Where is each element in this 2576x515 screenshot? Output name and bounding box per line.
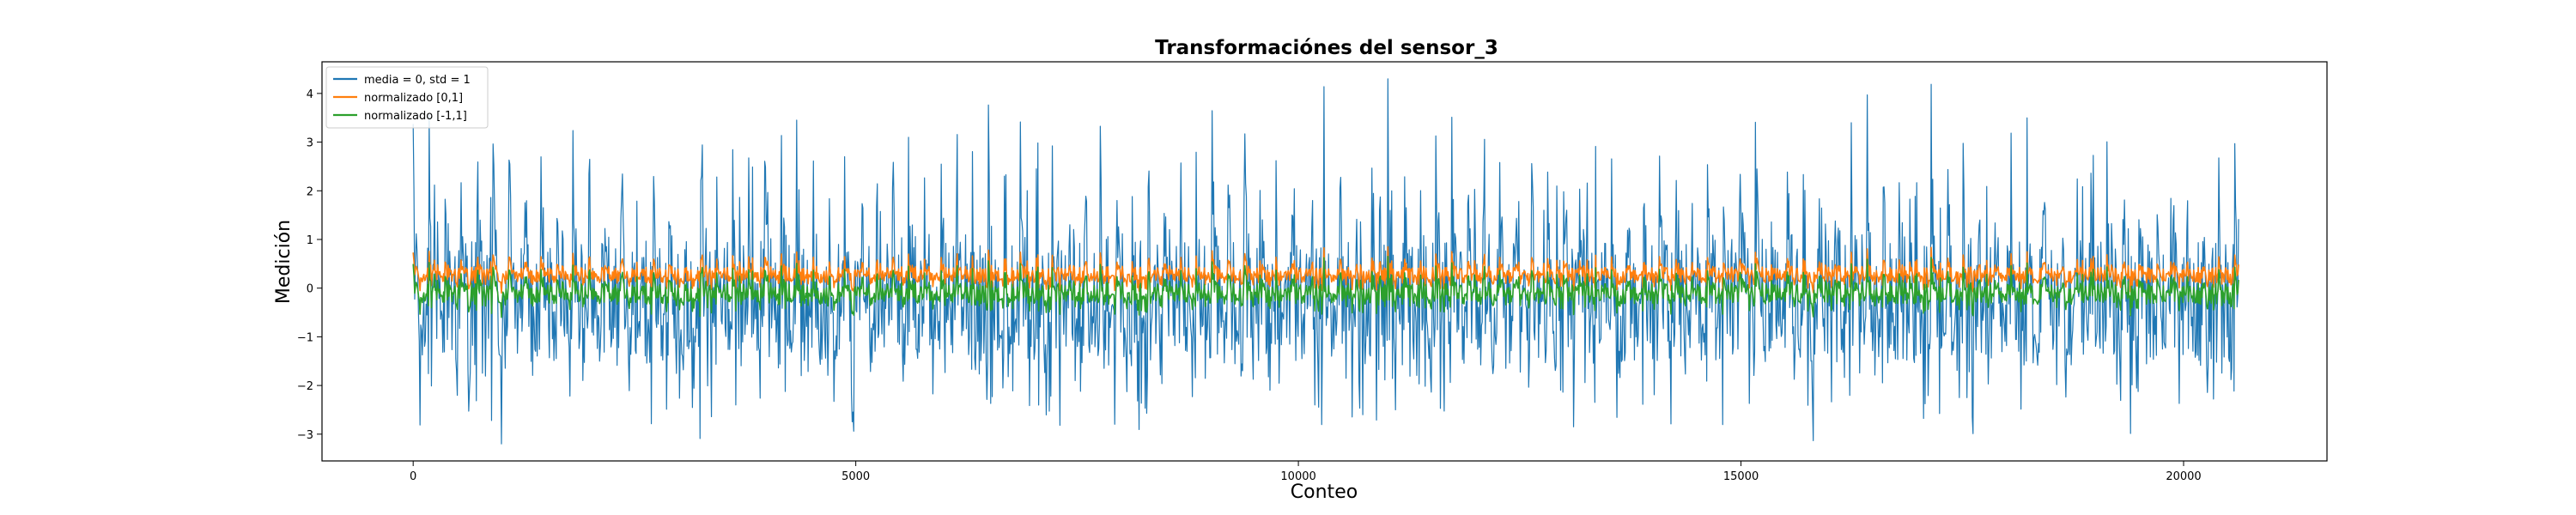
y-tick-label: 4 <box>307 88 313 101</box>
legend-label: media = 0, std = 1 <box>364 74 471 87</box>
legend-label: normalizado [0,1] <box>364 92 463 105</box>
x-tick-label: 0 <box>410 470 416 483</box>
x-tick-label: 5000 <box>841 470 870 483</box>
y-tick-label: 1 <box>307 234 313 247</box>
series-layer <box>412 78 2239 445</box>
y-axis: −3 −2 −1 0 1 2 3 4 <box>297 88 322 442</box>
y-axis-label: Medición <box>273 220 295 304</box>
y-tick-label: 2 <box>307 185 313 198</box>
x-tick-label: 15000 <box>1723 470 1759 483</box>
y-tick-label: −2 <box>297 380 313 393</box>
legend: media = 0, std = 1 normalizado [0,1] norma… <box>325 66 489 129</box>
x-tick-label: 20000 <box>2166 470 2201 483</box>
legend-label: normalizado [-1,1] <box>364 110 467 123</box>
plot-area <box>321 61 2328 462</box>
chart-title: Transformaciónes del sensor_3 <box>1155 37 1498 59</box>
plot-frame <box>321 61 2328 462</box>
x-tick-label: 10000 <box>1280 470 1315 483</box>
y-tick-label: 0 <box>307 283 313 296</box>
legend-frame <box>325 66 489 129</box>
x-axis: 0 5000 10000 15000 20000 <box>410 461 2202 483</box>
x-axis-label: Conteo <box>1291 482 1358 503</box>
y-tick-label: 3 <box>307 137 313 150</box>
y-tick-label: −3 <box>297 429 313 442</box>
series-line <box>412 245 2239 294</box>
series-line <box>412 256 2239 318</box>
y-tick-label: −1 <box>297 331 313 344</box>
